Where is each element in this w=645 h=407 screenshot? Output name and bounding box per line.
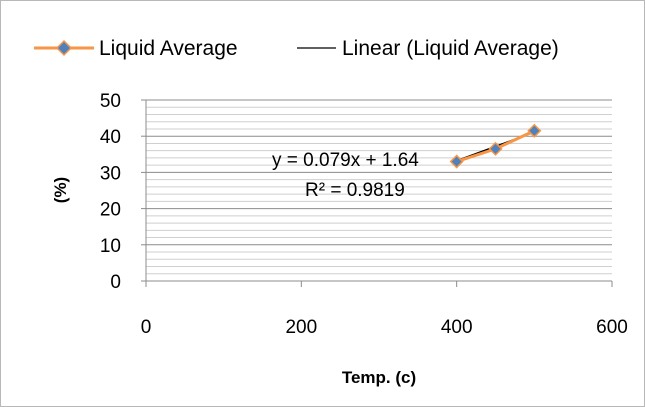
legend-trendline-label: Linear (Liquid Average) (342, 37, 559, 60)
legend: Liquid Average Linear (Liquid Average) (34, 37, 559, 60)
x-axis-title: Temp. (c) (342, 368, 416, 387)
axes (141, 99, 613, 287)
y-tick-label: 40 (100, 127, 121, 148)
x-tick-label: 0 (141, 317, 152, 338)
y-tick-label: 50 (100, 91, 121, 112)
gridlines (146, 99, 612, 275)
data-point-marker (488, 141, 503, 156)
tick-labels: 0 10 20 30 40 50 0 200 400 600 (100, 91, 628, 338)
legend-series-marker (55, 39, 73, 57)
y-tick-label: 30 (100, 163, 121, 184)
data-point-marker (527, 123, 542, 138)
trendline-equation: y = 0.079x + 1.64 (272, 150, 419, 171)
x-tick-label: 400 (441, 317, 473, 338)
legend-series-label: Liquid Average (99, 37, 238, 60)
y-tick-label: 10 (100, 236, 121, 257)
y-tick-label: 20 (100, 200, 121, 221)
y-tick-label: 0 (110, 272, 121, 293)
series-liquid-average (449, 123, 542, 169)
x-tick-label: 600 (596, 317, 628, 338)
trendline-r-squared: R² = 0.9819 (305, 180, 405, 201)
x-tick-label: 200 (285, 317, 317, 338)
y-axis-title: (%) (51, 177, 70, 203)
data-point-marker (449, 154, 464, 169)
